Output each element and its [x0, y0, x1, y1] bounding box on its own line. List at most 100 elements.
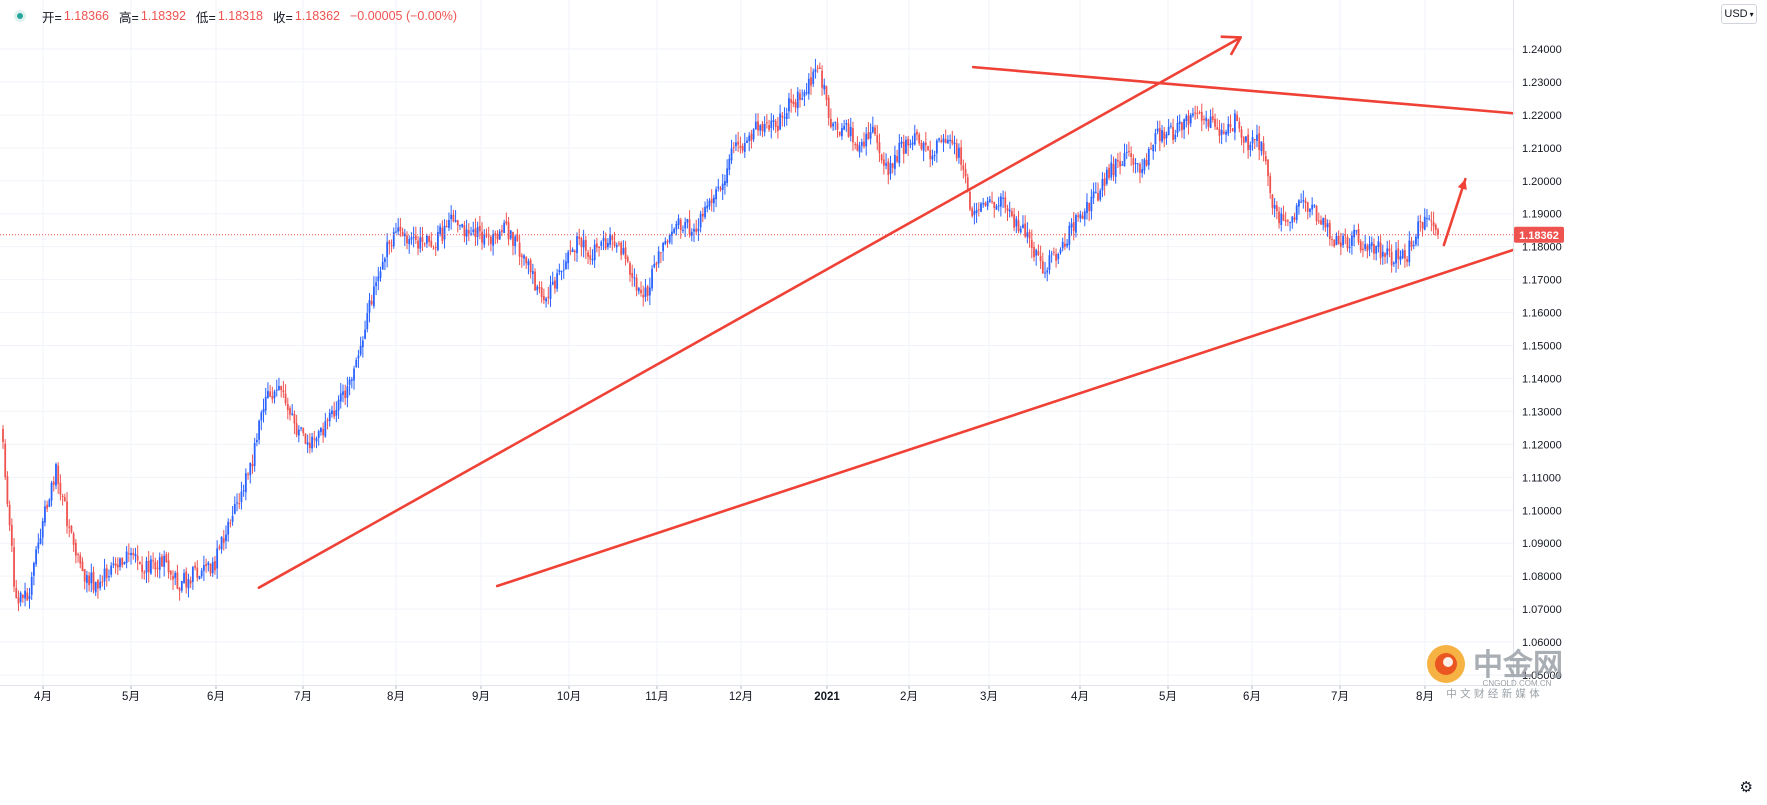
- candle-body: [737, 141, 740, 145]
- candle-body: [339, 393, 342, 402]
- candle-body: [712, 197, 715, 204]
- candle-body: [540, 287, 543, 297]
- candle-body: [1185, 115, 1188, 122]
- candle-body: [580, 238, 583, 248]
- candle-body: [282, 390, 285, 393]
- candle-body: [894, 154, 896, 169]
- candle-body: [1432, 222, 1435, 227]
- candle-body: [825, 86, 828, 100]
- candle-body: [1359, 241, 1362, 251]
- candle-body: [865, 133, 868, 147]
- candle-body: [180, 580, 183, 591]
- candle-body: [125, 551, 128, 563]
- candle-body: [105, 568, 108, 578]
- candle-body: [97, 580, 99, 589]
- candle-body: [1044, 272, 1046, 274]
- candle-body: [882, 159, 885, 166]
- candle-body: [127, 553, 130, 555]
- y-tick-label: 1.15000: [1522, 341, 1562, 353]
- candle-body: [933, 155, 936, 157]
- candle-body: [1381, 251, 1384, 257]
- candle-body: [1351, 235, 1353, 246]
- y-tick-label: 1.09000: [1522, 538, 1562, 550]
- candle-body: [1209, 116, 1212, 129]
- currency-selector[interactable]: USD ▾: [1721, 4, 1757, 24]
- candle-body: [1022, 224, 1024, 229]
- candle-body: [417, 240, 419, 249]
- candle-body: [856, 143, 859, 151]
- candle-body: [313, 438, 316, 440]
- candle-body: [962, 165, 965, 170]
- candle-body: [1172, 127, 1174, 141]
- brand-domain: CNGOLD.COM.CN: [1483, 679, 1552, 688]
- candle-body: [6, 476, 9, 505]
- candle-body: [187, 579, 190, 589]
- candle-body: [381, 261, 384, 270]
- candle-body: [280, 386, 283, 391]
- candle-body: [1055, 253, 1057, 261]
- candle-body: [980, 203, 982, 212]
- candle-body: [1326, 223, 1329, 228]
- candle-body: [560, 270, 563, 272]
- candle-body: [269, 391, 272, 397]
- candle-body: [273, 391, 276, 398]
- candle-body: [1377, 241, 1380, 247]
- candle-body: [838, 131, 841, 136]
- forecast-arrow[interactable]: [1442, 177, 1467, 247]
- candle-body: [721, 183, 724, 190]
- candle-body: [425, 235, 428, 244]
- candle-body: [163, 555, 166, 567]
- y-tick-label: 1.21000: [1522, 143, 1562, 155]
- candle-body: [644, 287, 647, 297]
- candle-body: [300, 427, 302, 429]
- candle-body: [1035, 249, 1038, 256]
- gear-icon[interactable]: ⚙: [1739, 779, 1753, 796]
- candle-body: [123, 562, 126, 565]
- trend-line[interactable]: [971, 65, 1515, 115]
- candle-body: [304, 433, 307, 444]
- candle-body: [642, 294, 645, 298]
- candle-body: [233, 504, 236, 514]
- annotations[interactable]: [257, 35, 1515, 589]
- x-tick-label: 2021: [814, 691, 840, 703]
- candle-body: [931, 155, 934, 160]
- candle-body: [1401, 250, 1404, 259]
- candle-body: [898, 142, 901, 164]
- brand-logo-dot: [1443, 657, 1453, 667]
- candle-body: [501, 230, 503, 232]
- candle-body: [1311, 204, 1314, 210]
- x-tick-label: 3月: [980, 691, 998, 703]
- candle-body: [843, 125, 846, 130]
- candle-body: [551, 281, 554, 285]
- candle-body: [686, 219, 689, 223]
- candle-body: [108, 576, 110, 578]
- candle-body: [1167, 126, 1170, 136]
- candle-body: [317, 431, 320, 438]
- candle-body: [28, 595, 31, 600]
- axes[interactable]: 1.24000 1.23000 1.22000 1.21000 1.20000 1.190…: [0, 0, 1564, 703]
- candle-body: [845, 123, 848, 125]
- candle-body: [101, 581, 104, 583]
- candle-body: [812, 71, 815, 84]
- trend-line[interactable]: [495, 248, 1515, 588]
- candle-body: [350, 379, 353, 381]
- market-status-icon[interactable]: [14, 10, 26, 22]
- candle-body: [198, 576, 201, 580]
- candle-body: [244, 473, 247, 493]
- candle-body: [119, 558, 121, 568]
- candle-body: [13, 547, 15, 587]
- candle-body: [441, 227, 444, 242]
- candle-body: [496, 234, 499, 240]
- y-tick-label: 1.14000: [1522, 373, 1562, 385]
- candle-body: [1077, 215, 1080, 217]
- candle-body: [640, 289, 642, 294]
- candle-body: [116, 564, 119, 568]
- candle-body: [887, 161, 890, 176]
- candle-body: [911, 142, 914, 145]
- candle-body: [390, 245, 393, 247]
- candle-body: [1328, 222, 1331, 240]
- candle-body: [1344, 234, 1347, 236]
- trend-line[interactable]: [257, 36, 1242, 589]
